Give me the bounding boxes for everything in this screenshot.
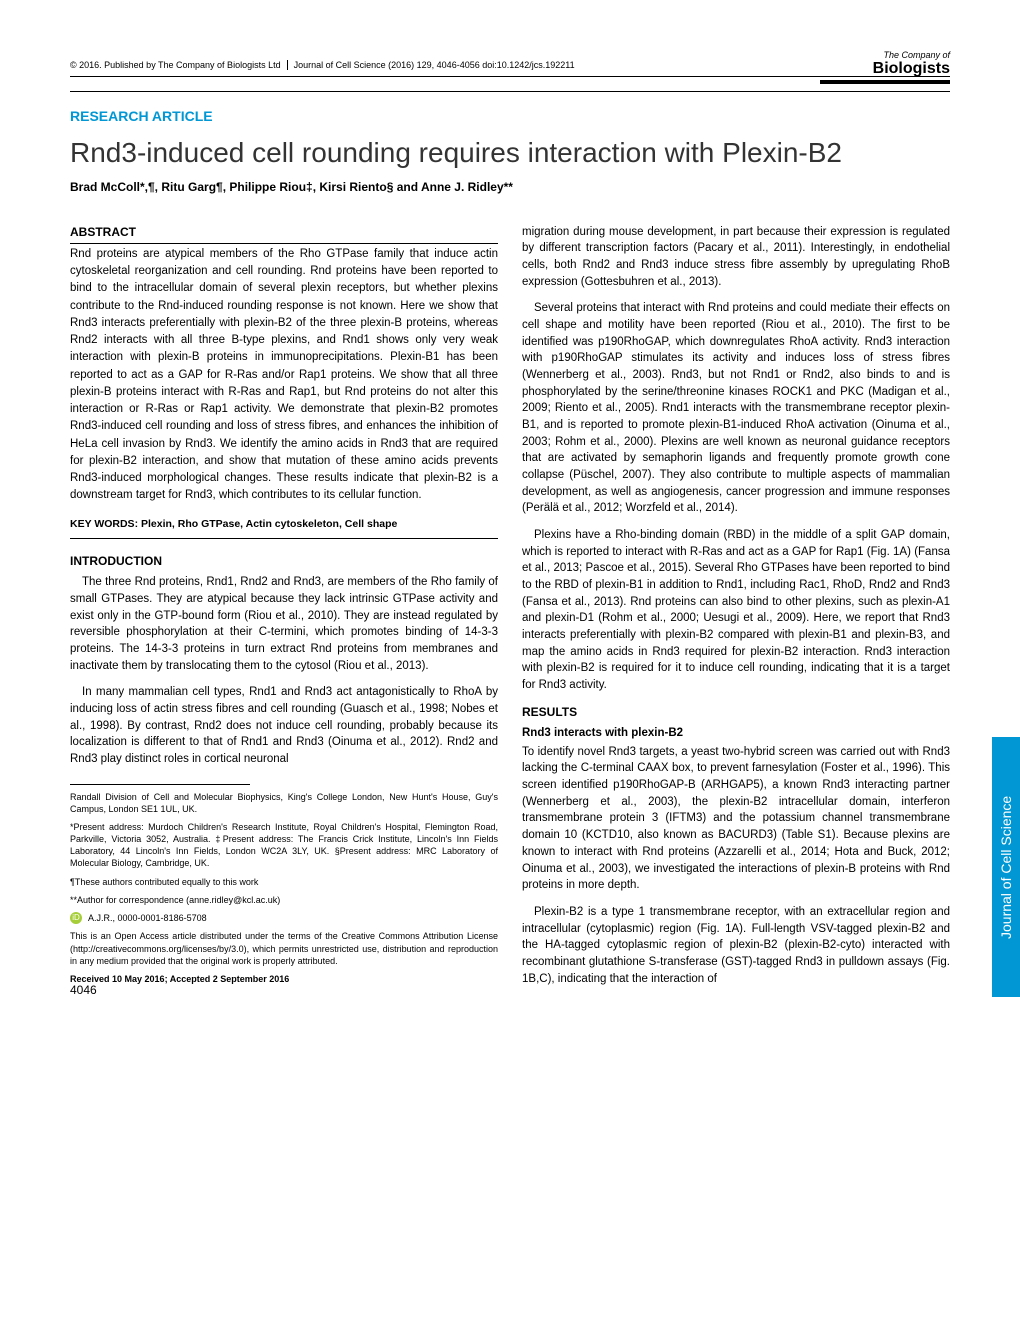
copyright: © 2016. Published by The Company of Biol… — [70, 60, 281, 70]
author-list: Brad McColl*,¶, Ritu Garg¶, Philippe Rio… — [70, 180, 950, 194]
publisher-logo: The Company of Biologists — [820, 50, 950, 84]
col2-para-1: migration during mouse development, in p… — [522, 224, 950, 291]
correspondence: **Author for correspondence (anne.ridley… — [70, 894, 498, 906]
page-number: 4046 — [70, 983, 97, 997]
introduction-heading: INTRODUCTION — [70, 553, 498, 570]
right-column: migration during mouse development, in p… — [522, 224, 950, 998]
section-rule — [70, 91, 950, 92]
dates: Received 10 May 2016; Accepted 2 Septemb… — [70, 973, 498, 985]
results-subhead: Rnd3 interacts with plexin-B2 — [522, 725, 950, 742]
affiliation-1: Randall Division of Cell and Molecular B… — [70, 791, 498, 815]
article-type: RESEARCH ARTICLE — [70, 108, 950, 124]
abstract-text: Rnd proteins are atypical members of the… — [70, 246, 498, 505]
left-column: ABSTRACT Rnd proteins are atypical membe… — [70, 224, 498, 998]
body-columns: ABSTRACT Rnd proteins are atypical membe… — [70, 224, 950, 998]
logo-top: The Company of — [820, 50, 950, 60]
logo-main: Biologists — [820, 60, 950, 78]
license-text: This is an Open Access article distribut… — [70, 930, 498, 966]
affiliation-2: *Present address: Murdoch Children's Res… — [70, 821, 498, 870]
affiliation-rule — [70, 784, 250, 785]
journal-side-tab: Journal of Cell Science — [992, 737, 1020, 997]
orcid-id: A.J.R., 0000-0001-8186-5708 — [88, 913, 207, 923]
intro-para-1: The three Rnd proteins, Rnd1, Rnd2 and R… — [70, 574, 498, 674]
orcid-line: iD A.J.R., 0000-0001-8186-5708 — [70, 912, 498, 925]
col2-para-3: Plexins have a Rho-binding domain (RBD) … — [522, 527, 950, 694]
header-meta: © 2016. Published by The Company of Biol… — [70, 60, 950, 70]
intro-para-2: In many mammalian cell types, Rnd1 and R… — [70, 684, 498, 767]
col2-para-2: Several proteins that interact with Rnd … — [522, 300, 950, 517]
header-rule — [70, 76, 950, 77]
affiliation-3: ¶These authors contributed equally to th… — [70, 876, 498, 888]
col2-para-5: Plexin-B2 is a type 1 transmembrane rece… — [522, 904, 950, 987]
results-heading: RESULTS — [522, 704, 950, 721]
header-separator — [287, 60, 288, 70]
article-title: Rnd3-induced cell rounding requires inte… — [70, 136, 950, 170]
orcid-icon: iD — [70, 912, 82, 924]
journal-ref: Journal of Cell Science (2016) 129, 4046… — [294, 60, 575, 70]
logo-bar — [820, 80, 950, 84]
keywords: KEY WORDS: Plexin, Rho GTPase, Actin cyt… — [70, 517, 498, 539]
col2-para-4: To identify novel Rnd3 targets, a yeast … — [522, 744, 950, 894]
abstract-heading: ABSTRACT — [70, 224, 498, 244]
